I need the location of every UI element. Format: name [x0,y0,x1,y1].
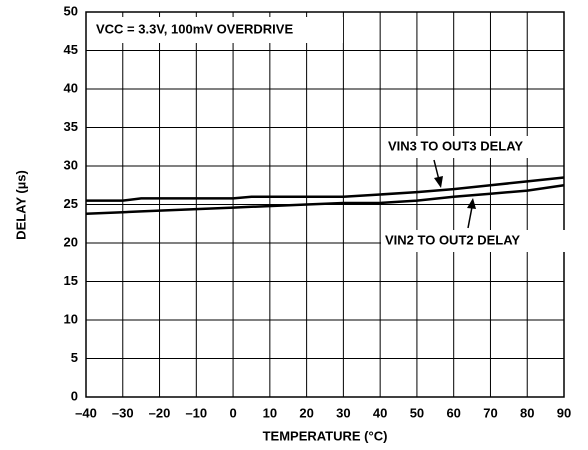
arrow-head [467,198,476,209]
y-axis-title: DELAY (µs) [13,170,28,240]
x-tick-label: 80 [520,405,534,420]
annotation: VCC = 3.3V, 100mV OVERDRIVE [96,21,293,36]
y-tick-label: 20 [64,234,78,249]
y-tick-label: 15 [64,273,78,288]
y-tick-label: 5 [71,350,78,365]
series-label: VIN3 TO OUT3 DELAY [388,138,523,153]
y-tick-label: 45 [64,42,78,57]
x-tick-label: –20 [149,405,171,420]
x-tick-label: 20 [299,405,313,420]
x-tick-label: 60 [446,405,460,420]
arrow [433,159,440,181]
plot-frame [85,11,565,398]
x-tick-label: 50 [410,405,424,420]
x-tick-label: 0 [229,405,236,420]
series-line [86,176,565,202]
y-tick-label: 0 [71,388,78,403]
x-tick-label: –30 [112,405,134,420]
x-tick-label: –40 [75,405,97,420]
series-line [85,184,565,215]
arrow [467,206,473,229]
arrow-head [434,176,443,188]
y-tick-label: 40 [64,80,78,95]
label-box [381,230,567,252]
x-tick-label: 70 [483,405,497,420]
series-label: VIN2 TO OUT2 DELAY [385,232,520,247]
x-tick-label: –10 [185,405,207,420]
x-tick-label: 10 [263,405,277,420]
x-tick-label: 40 [373,405,387,420]
x-tick-label: 90 [557,405,571,420]
annotation-box [91,17,343,43]
x-axis-title: TEMPERATURE (°C) [263,428,388,443]
y-tick-label: 10 [64,311,78,326]
y-tick-label: 30 [64,157,78,172]
y-tick-label: 50 [64,3,78,18]
y-tick-label: 35 [64,119,78,134]
x-tick-label: 30 [336,405,350,420]
y-tick-label: 25 [64,196,78,211]
label-box [384,136,560,158]
